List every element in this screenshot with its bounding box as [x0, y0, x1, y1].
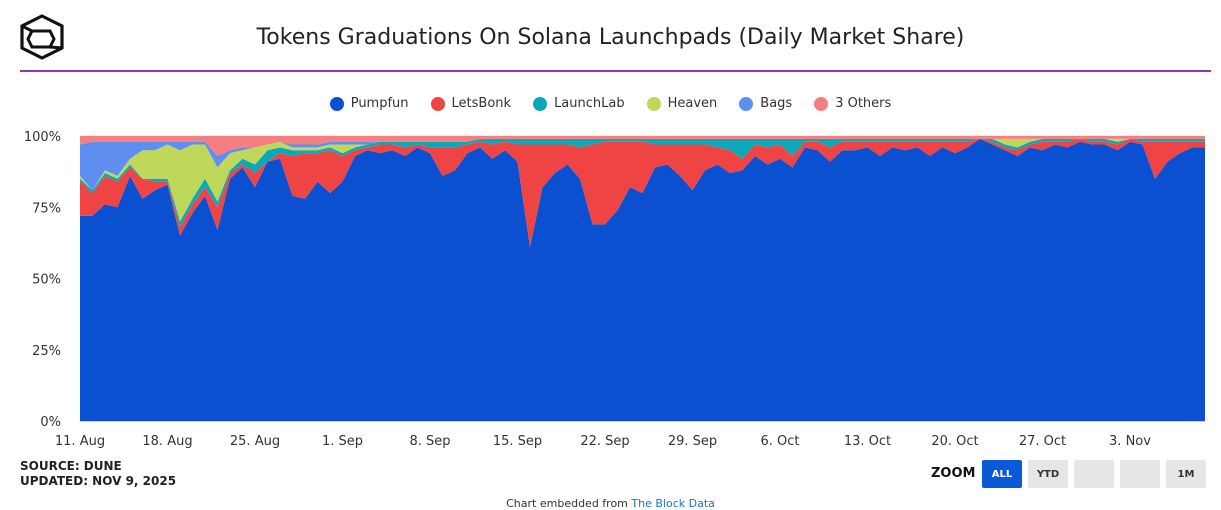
- area-series-heaven[interactable]: [80, 138, 1205, 222]
- zoom-1m-button[interactable]: 1M: [1166, 460, 1206, 488]
- legend-marker: [739, 96, 754, 111]
- y-tick-label: 0%: [40, 415, 61, 430]
- the-block-logo-icon[interactable]: [20, 14, 64, 60]
- zoom-range-button-3[interactable]: [1074, 460, 1114, 488]
- updated-label: UPDATED: NOV 9, 2025: [20, 474, 177, 488]
- x-tick-label: 29. Sep: [668, 434, 717, 449]
- legend-item-heaven[interactable]: Heaven: [646, 96, 718, 111]
- area-series-bags[interactable]: [80, 138, 1205, 191]
- x-tick-label: 20. Oct: [931, 434, 978, 449]
- y-tick-label: 50%: [32, 273, 61, 288]
- chart-legend: Pumpfun LetsBonk LaunchLab Heaven Bags 3 Othe…: [0, 96, 1221, 111]
- legend-marker: [814, 96, 829, 111]
- legend-label: Pumpfun: [350, 96, 409, 111]
- x-tick-label: 13. Oct: [844, 434, 891, 449]
- x-tick-label: 1. Sep: [322, 434, 363, 449]
- x-tick-label: 6. Oct: [760, 434, 799, 449]
- legend-label: LaunchLab: [554, 96, 625, 111]
- legend-item-bags[interactable]: Bags: [739, 96, 792, 111]
- legend-marker: [533, 96, 548, 111]
- legend-label: Heaven: [667, 96, 718, 111]
- zoom-label: ZOOM: [931, 466, 976, 481]
- x-tick-label: 11. Aug: [55, 434, 105, 449]
- x-tick-label: 15. Sep: [493, 434, 542, 449]
- x-tick-label: 22. Sep: [580, 434, 629, 449]
- zoom-range-button-4[interactable]: [1120, 460, 1160, 488]
- legend-label: 3 Others: [835, 96, 892, 111]
- y-tick-label: 100%: [24, 130, 61, 145]
- x-tick-label: 27. Oct: [1019, 434, 1066, 449]
- legend-marker: [646, 96, 661, 111]
- legend-item-pumpfun[interactable]: Pumpfun: [329, 96, 409, 111]
- x-tick-label: 25. Aug: [230, 434, 280, 449]
- y-tick-label: 75%: [32, 201, 61, 216]
- y-tick-label: 25%: [32, 344, 61, 359]
- title-divider: [20, 70, 1211, 72]
- x-tick-label: 3. Nov: [1109, 434, 1151, 449]
- embed-prefix: Chart embedded from: [506, 497, 628, 510]
- zoom-ytd-button[interactable]: YTD: [1028, 460, 1068, 488]
- stacked-area-chart: 0% 25% 50% 75% 100% 11. Aug 18. Aug 25. Aug 1. S…: [24, 130, 1205, 449]
- legend-item-letsbonk[interactable]: LetsBonk: [430, 96, 512, 111]
- x-tick-label: 8. Sep: [409, 434, 450, 449]
- source-info: SOURCE: DUNE UPDATED: NOV 9, 2025: [20, 459, 176, 489]
- embed-source-link[interactable]: The Block Data: [631, 497, 715, 510]
- source-label: SOURCE: DUNE: [20, 459, 122, 473]
- legend-marker: [430, 96, 445, 111]
- legend-label: Bags: [760, 96, 793, 111]
- legend-label: LetsBonk: [451, 96, 512, 111]
- area-series-pumpfun[interactable]: [80, 138, 1205, 421]
- embed-note: Chart embedded from The Block Data: [0, 497, 1221, 510]
- area-series-letsbonk[interactable]: [80, 138, 1205, 248]
- legend-item-launchlab[interactable]: LaunchLab: [533, 96, 625, 111]
- zoom-all-button[interactable]: ALL: [982, 460, 1022, 488]
- legend-marker: [329, 96, 344, 111]
- legend-item-3-others[interactable]: 3 Others: [814, 96, 891, 111]
- x-tick-label: 18. Aug: [142, 434, 192, 449]
- chart-title: Tokens Graduations On Solana Launchpads …: [256, 25, 965, 50]
- area-series-3-others[interactable]: [80, 136, 1205, 156]
